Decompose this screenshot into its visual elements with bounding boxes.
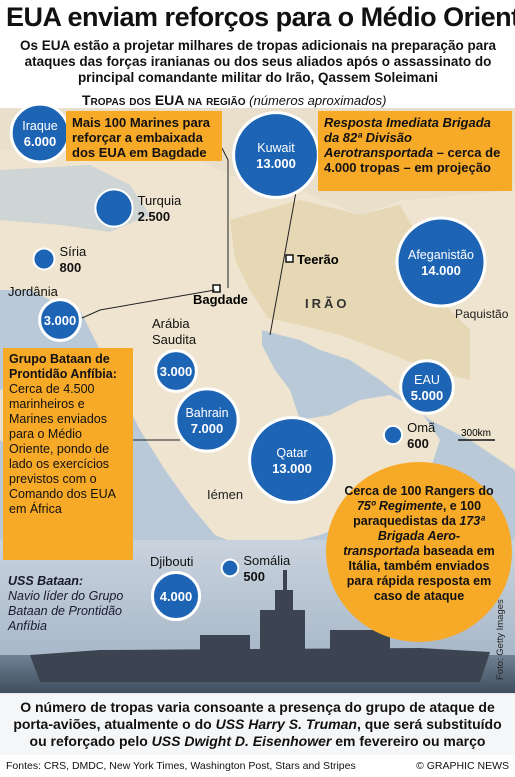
location-name: Afeganistão [408, 248, 474, 262]
troop-bubble [395, 216, 487, 308]
copyright: © GRAPHIC NEWS [416, 760, 509, 772]
location-name: Djibouti [150, 554, 193, 569]
location-name: Omã [407, 420, 436, 435]
city-label: Bagdade [193, 292, 248, 307]
title: EUA enviam reforços para o Médio Oriente [6, 2, 515, 32]
callout-italic: 173ª Brigada Aero-transportada [343, 514, 485, 558]
location-name: Bahrain [185, 406, 228, 420]
troop-bubble [248, 416, 336, 504]
callout-marines: Mais 100 Marines para reforçar a embaixa… [66, 111, 222, 161]
callout-italic: 75º Regimente [356, 499, 443, 513]
callout-title: Grupo Bataan de Prontidão Anfíbia: [9, 352, 117, 381]
location-name: Kuwait [257, 141, 295, 155]
troop-bubble [150, 570, 202, 622]
troop-count: 500 [243, 569, 265, 584]
troop-bubble [38, 298, 82, 342]
location-name: Síria [60, 244, 87, 259]
callout-bataan: Grupo Bataan de Prontidão Anfíbia: Cerca … [3, 348, 133, 560]
troop-bubble [382, 424, 404, 446]
note-text: em fevereiro ou março [331, 733, 486, 749]
callout-text: , e 100 paraquedistas da [353, 499, 482, 528]
callout-text: Cerca de 100 Rangers do [344, 484, 494, 498]
troop-count: 6.000 [24, 134, 57, 149]
troop-count: 14.000 [421, 263, 461, 278]
troop-bubble [399, 359, 455, 415]
section-note: (números aproximados) [249, 93, 387, 108]
location-name: Iraque [22, 119, 57, 133]
location-name: Jordânia [8, 284, 59, 299]
uss-title: USS Bataan: [8, 574, 84, 588]
subtitle: Os EUA estão a projetar milhares de trop… [20, 38, 496, 85]
country-label: Iémen [207, 487, 243, 502]
troop-bubble [32, 247, 56, 271]
tehran-marker [285, 254, 294, 263]
troop-bubble [220, 558, 240, 578]
note-italic: USS Dwight D. Eisenhower [151, 733, 332, 749]
photo-credit: Foto: Getty Images [495, 599, 506, 680]
sources: Fontes: CRS, DMDC, New York Times, Washi… [6, 760, 356, 772]
callout-text: – cerca de 4.000 tropas – em projeção [324, 145, 501, 175]
location-name: Arábia [152, 316, 190, 331]
callout-text: baseada em Itália, também enviados para … [346, 544, 495, 603]
troop-count: 13.000 [256, 156, 296, 171]
troop-count: 13.000 [272, 461, 312, 476]
troop-count: 5.000 [411, 388, 444, 403]
uss-text: Navio líder do Grupo Bataan de Prontidão… [8, 589, 124, 633]
location-name: Somália [243, 553, 291, 568]
callout-text: Cerca de 4.500 marinheiros e Marines env… [9, 382, 116, 516]
ship [30, 570, 490, 682]
troop-count: 7.000 [191, 421, 224, 436]
troop-count: 2.500 [138, 209, 171, 224]
section-title: Tropas dos EUA na região [82, 92, 246, 108]
troop-bubble [9, 102, 71, 164]
troop-count: 800 [60, 260, 82, 275]
troop-bubble [232, 111, 320, 199]
section-heading: Tropas dos EUA na região (números aproxi… [82, 92, 386, 108]
bottom-band [0, 693, 515, 755]
baghdad-marker [212, 284, 221, 293]
note-text: O número de tropas varia consoante a pre… [13, 699, 495, 732]
troop-count: 3.000 [44, 313, 77, 328]
location-name: Turquia [138, 193, 182, 208]
country-label: Paquistão [455, 307, 509, 321]
troop-count: 600 [407, 436, 429, 451]
callout-kuwait: Resposta Imediata Brigada da 82ª Divisão… [318, 111, 512, 191]
city-label: Teerão [297, 252, 339, 267]
troop-bubble [174, 387, 240, 453]
troop-count: 4.000 [160, 589, 193, 604]
note-text: , que será substituído ou reforçado pelo [29, 716, 502, 749]
uss-note: USS Bataan: Navio líder do Grupo Bataan d… [8, 574, 138, 634]
location-name: Saudita [152, 332, 197, 347]
callout-rangers: Cerca de 100 Rangers do 75º Regimente, e… [326, 462, 512, 642]
location-name: Qatar [276, 446, 307, 460]
troop-bubble [154, 349, 198, 393]
note-italic: USS Harry S. Truman [215, 716, 357, 732]
scale-label: 300km [461, 428, 491, 439]
callout-italic: Resposta Imediata Brigada da 82ª Divisão… [324, 115, 491, 160]
country-label: IRÃO [305, 296, 350, 311]
troop-bubble [94, 188, 134, 228]
bottom-note: O número de tropas varia consoante a pre… [6, 699, 509, 750]
troop-count: 3.000 [160, 364, 193, 379]
location-name: EAU [414, 373, 440, 387]
